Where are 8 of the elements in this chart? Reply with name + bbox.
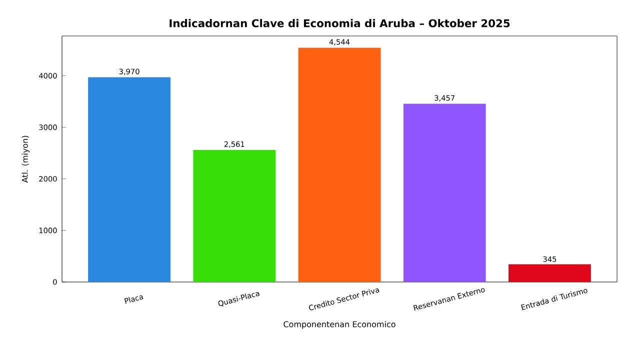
bar: [403, 104, 486, 282]
y-axis-title: Atl. (miyon): [22, 136, 30, 183]
bar: [88, 77, 170, 282]
chart-title: Indicadornan Clave di Economia di Aruba – Oktober 2025: [170, 19, 510, 28]
x-axis-title: Componentenan Economico: [284, 321, 396, 329]
bar: [193, 150, 276, 282]
bar: [508, 264, 591, 282]
bar: [298, 48, 381, 282]
